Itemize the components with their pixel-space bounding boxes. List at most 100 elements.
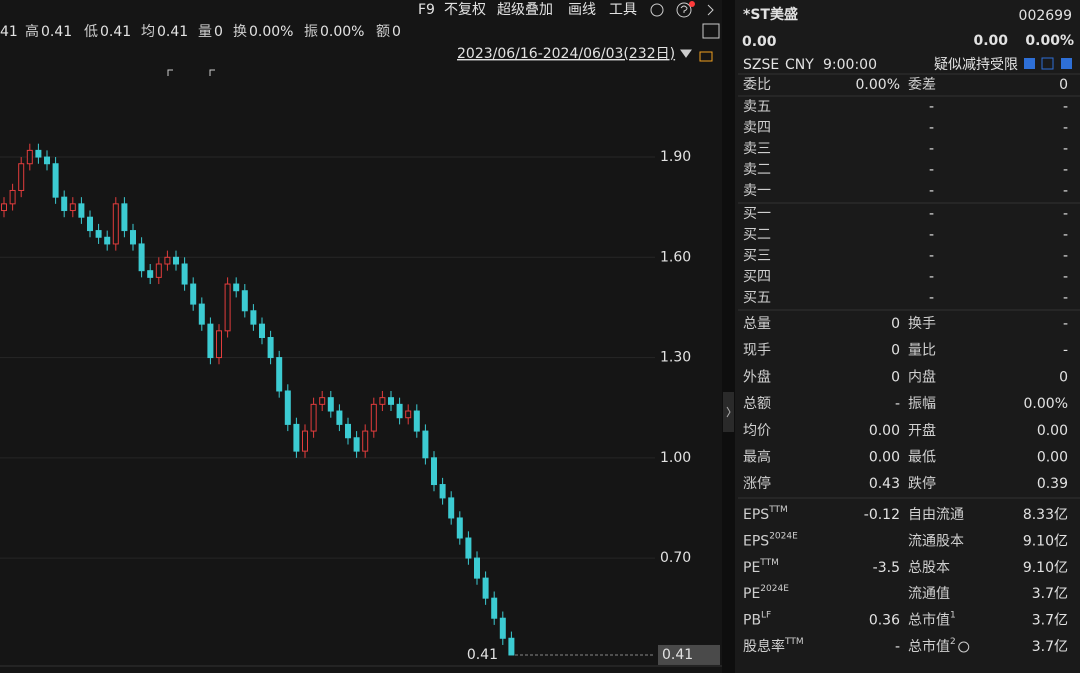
book-label: 买五 [743,290,771,306]
stat-label: EPSTTM [743,505,788,524]
stat-value: 0.00% [320,24,364,40]
candle-body [327,397,334,412]
stat-label-text: 现手 [743,343,771,359]
stat-label: 总市值2 [908,637,956,656]
stat-label-text: 流通股本 [908,533,964,549]
stat-value: 0 [891,369,900,385]
last-price-box [658,644,720,665]
stat-label-text: PE [743,586,760,602]
toolbar-button[interactable]: 工具 [609,2,637,18]
stat-label: 股息率TTM [743,637,804,656]
book-volume: - [1063,227,1068,243]
edit-icon[interactable] [1024,58,1035,69]
book-price: - [929,141,934,157]
candle-body [379,397,386,405]
y-tick-label: 1.60 [660,249,691,265]
stat-label: 额 [376,24,390,40]
collapse-tab[interactable] [723,392,734,432]
stat-label: PETTM [743,557,779,576]
stat-value: 0.00 [869,450,900,466]
stat-label-text: 跌停 [908,475,936,492]
toolbar-button[interactable]: 画线 [568,2,596,18]
stat-label: 总股本 [908,560,950,576]
toolbar-button[interactable]: 不复权 [444,1,486,18]
candle-body [284,390,291,425]
candle-body [181,263,188,285]
help-icon[interactable] [676,2,692,18]
stat-label-text: 换手 [908,315,936,332]
tag: 疑似减持受限 [934,57,1018,73]
stat-label: 流通值 [908,586,950,602]
stat-label-text: 总股本 [908,560,950,576]
stat-value: 9.10亿 [1023,533,1068,549]
range-dropdown[interactable] [680,49,692,58]
ratio-label: 委比 [743,77,771,93]
lock-icon[interactable] [699,51,713,62]
quote-panel [735,0,1080,673]
candle-body [293,423,300,452]
book-volume: - [1063,183,1068,199]
event-markers [167,69,215,76]
candle-body [250,310,257,325]
collapse-arrow [726,406,731,418]
candle-body [465,537,472,559]
candle-body [198,303,205,325]
candle-body [439,484,446,499]
stat-label: 总市值1 [908,610,956,629]
candle-body [18,163,25,191]
stat-label-text: 开盘 [908,422,936,439]
y-tick-label: 1.30 [660,350,691,366]
candle-body [259,323,265,339]
stat-label-text: 总量 [743,316,771,332]
stat-label: 振 [304,24,318,40]
stat-label: 高 [25,23,39,40]
book-label: 卖五 [743,99,771,115]
book-label: 买三 [743,248,771,264]
stat-value: 0.36 [869,613,900,629]
candle-body [491,597,498,619]
wp-icon[interactable] [702,23,720,39]
stat-value: -3.5 [873,560,900,576]
candle-body [413,410,420,432]
stat-value: 0 [392,24,401,40]
toolbar-icons [167,2,720,76]
candle-body [310,403,317,432]
add-icon[interactable] [1061,58,1072,69]
stat-label-text: 总市值 [908,612,950,629]
candle-body [95,230,102,238]
candle-body [276,357,283,392]
stat-value: 0 [891,316,900,332]
book-label: 买二 [743,227,771,243]
more-icon[interactable] [707,4,714,16]
gear-icon[interactable] [650,3,664,17]
stat-label-text: PB [743,613,761,629]
info-icon [958,641,970,653]
stat-value: 9.10亿 [1023,560,1068,576]
stat-label: 换 [233,23,247,40]
date-range[interactable]: 2023/06/16-2024/06/03(232日) [457,46,675,62]
stat-label: 均 [141,24,155,40]
candle-body [302,430,308,452]
stat-value: 0.43 [869,476,900,492]
stat-value: 0.39 [1037,476,1068,492]
stat-value: 0.00 [1037,423,1068,439]
book-volume: - [1063,248,1068,264]
stat-value: 8.33亿 [1023,507,1068,523]
book-price: - [929,162,934,178]
candle-body [69,203,76,212]
candle-body [155,263,162,278]
candle-body [362,430,369,452]
stat-label: 总额 [743,396,771,412]
stat-label: 内盘 [908,368,936,385]
stat-label-sup: 2024E [760,584,789,594]
stat-label: 低 [84,24,98,40]
toolbar-button[interactable]: F9 [418,2,435,18]
book-label: 买一 [743,206,771,222]
toolbar-button[interactable]: 超级叠加 [497,2,553,18]
share-icon[interactable] [1041,57,1054,70]
candle-body [448,497,455,519]
stat-label: EPS2024E [743,531,798,550]
stat-label: 换手 [908,315,936,332]
stat-value: 3.7亿 [1032,586,1068,602]
stat-label: 跌停 [908,475,936,492]
